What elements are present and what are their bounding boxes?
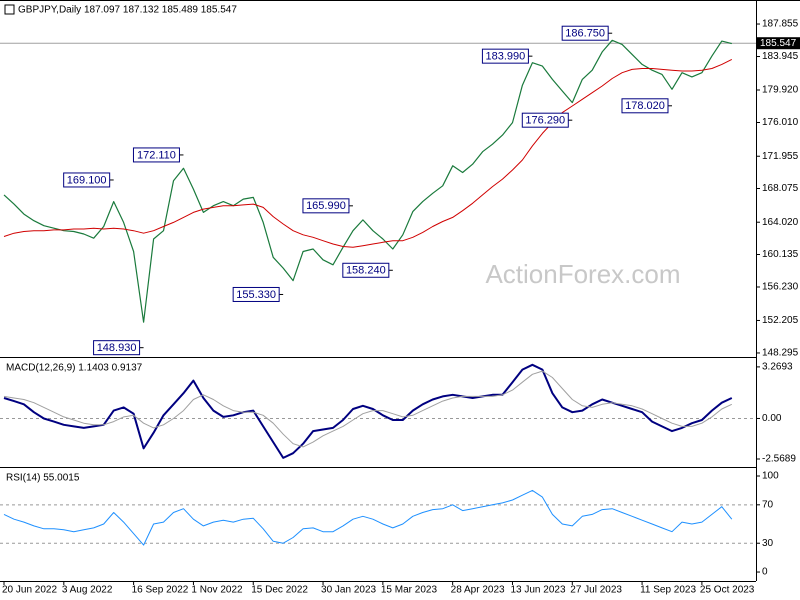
y-tick-label: 30	[762, 538, 774, 549]
price-annotation: 186.750	[561, 25, 613, 41]
y-tick-label: 183.945	[762, 51, 799, 62]
annotation-label: 169.100	[67, 174, 107, 186]
price-annotation: 183.990	[481, 48, 533, 64]
price-annotation: 178.020	[621, 98, 672, 114]
annotation-label: 155.330	[236, 289, 276, 301]
price-annotation: 148.930	[93, 340, 144, 356]
x-tick-label: 28 Apr 2023	[451, 585, 505, 596]
annotation-label: 148.930	[97, 342, 137, 354]
y-tick-label: 160.135	[762, 249, 799, 260]
annotation-label: 172.110	[137, 149, 176, 161]
y-tick-label: 100	[762, 471, 779, 482]
x-tick-label: 16 Sep 2022	[132, 585, 189, 596]
x-tick-label: 13 Jun 2023	[510, 585, 565, 596]
annotation-box	[232, 286, 280, 302]
y-tick-label: 179.920	[762, 85, 799, 96]
price-annotation: 176.290	[521, 112, 573, 128]
watermark: ActionForex.com	[485, 259, 680, 289]
x-tick-label: 27 Jul 2023	[570, 585, 622, 596]
series-line	[3, 489, 733, 546]
x-tick-label: 15 Dec 2022	[251, 585, 308, 596]
x-tick-label: 11 Sep 2023	[640, 585, 696, 596]
y-tick-label: 148.295	[762, 348, 799, 359]
annotation-box	[93, 340, 141, 356]
pane-title: MACD(12,26,9) 1.1403 0.9137	[6, 363, 143, 374]
y-tick-label: 3.2693	[762, 362, 793, 373]
x-tick-label: 3 Aug 2022	[62, 585, 113, 596]
annotation-label: 186.750	[565, 28, 605, 40]
series-line	[3, 39, 732, 323]
series-line	[3, 363, 733, 459]
pane-title: GBPJPY,Daily 187.097 187.132 185.489 185…	[18, 5, 237, 16]
y-tick-label: 156.230	[762, 282, 799, 293]
annotation-label: 183.990	[486, 51, 526, 63]
pane-title: RSI(14) 55.0015	[6, 473, 80, 484]
price-annotation: 165.990	[302, 198, 353, 214]
annotation-label: 178.020	[625, 100, 665, 112]
annotation-box	[481, 48, 529, 64]
y-tick-label: 176.010	[762, 117, 799, 128]
y-tick-label: 187.855	[762, 19, 799, 30]
x-tick-label: 15 Mar 2023	[381, 585, 438, 596]
y-tick-label: -2.5689	[762, 454, 796, 465]
symbol-icon	[4, 4, 15, 15]
y-tick-label: 152.205	[762, 315, 799, 326]
price-annotation: 169.100	[63, 172, 114, 188]
series-line	[3, 370, 733, 448]
price-annotation: 155.330	[232, 286, 284, 302]
frame	[0, 0, 800, 582]
x-tick-label: 30 Jan 2023	[321, 585, 376, 596]
annotation-box	[63, 172, 111, 188]
y-tick-label: 0	[762, 567, 768, 578]
annotation-label: 176.290	[525, 115, 565, 127]
annotation-box	[132, 147, 180, 163]
y-tick-label: 168.075	[762, 183, 799, 194]
price-annotation: 172.110	[132, 147, 184, 163]
x-tick-label: 20 Jun 2022	[2, 585, 57, 596]
annotation-box	[561, 25, 609, 41]
y-tick-label: 171.955	[762, 151, 799, 162]
series-line	[3, 58, 733, 248]
annotation-box	[521, 112, 569, 128]
annotation-box	[342, 262, 390, 278]
x-tick-label: 1 Nov 2022	[191, 585, 243, 596]
last-price-box	[757, 37, 800, 50]
y-tick-label: 164.020	[762, 217, 799, 228]
y-tick-label: 70	[762, 499, 774, 510]
x-tick-label: 25 Oct 2023	[700, 585, 755, 596]
annotation-box	[302, 198, 350, 214]
annotation-box	[621, 98, 669, 114]
y-tick-label: 0.00	[762, 413, 782, 424]
annotation-label: 158.240	[346, 265, 386, 277]
last-price-label: 185.547	[760, 38, 797, 49]
annotation-label: 165.990	[306, 200, 346, 212]
price-annotation: 158.240	[342, 262, 393, 278]
